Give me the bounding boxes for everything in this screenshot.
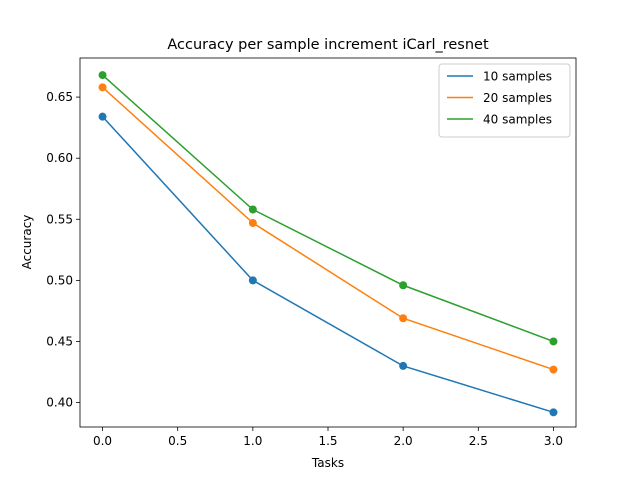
series-line [102,74,554,343]
data-point [248,276,257,285]
x-tick-label: 3.0 [544,434,563,448]
x-tick-label: 0.0 [93,434,112,448]
data-point [248,218,257,227]
legend-label: 40 samples [483,113,552,127]
y-tick-label: 0.45 [46,334,73,348]
y-tick-label: 0.50 [46,273,73,287]
legend-label: 20 samples [483,91,552,105]
legend: 10 samples 20 samples 40 samples [438,63,571,138]
data-point [549,365,558,374]
y-tick-label: 0.40 [46,396,73,410]
x-tick-label: 2.0 [394,434,413,448]
series-line [101,116,554,414]
axes-frame [79,57,577,428]
series-1 [98,112,558,417]
plot-area: 0.0 0.5 1.0 1.5 2.0 2.5 3.0 0.40 0.45 0.50 0.55 0.6… [46,57,577,448]
series-2 [98,83,558,374]
chart-title: Accuracy per sample increment iCarl_resn… [167,37,489,53]
x-tick-label: 1.5 [318,434,337,448]
data-point [399,314,408,323]
y-tick-label: 0.55 [46,212,73,226]
data-point [399,361,408,370]
y-axis-label: Accuracy [20,215,34,270]
legend-label: 10 samples [483,70,552,84]
data-point [549,337,558,346]
x-axis-label: Tasks [311,456,344,470]
series-line [102,86,554,371]
data-point [98,83,107,92]
y-tick-label: 0.60 [46,151,73,165]
data-point [399,281,408,290]
series-3 [98,71,558,346]
y-tick-label: 0.65 [46,90,73,104]
data-point [248,205,257,214]
x-tick-label: 2.5 [469,434,488,448]
data-point [98,112,107,121]
data-point [549,408,558,417]
data-point [98,71,107,80]
x-tick-label: 1.0 [243,434,262,448]
x-tick-label: 0.5 [168,434,187,448]
